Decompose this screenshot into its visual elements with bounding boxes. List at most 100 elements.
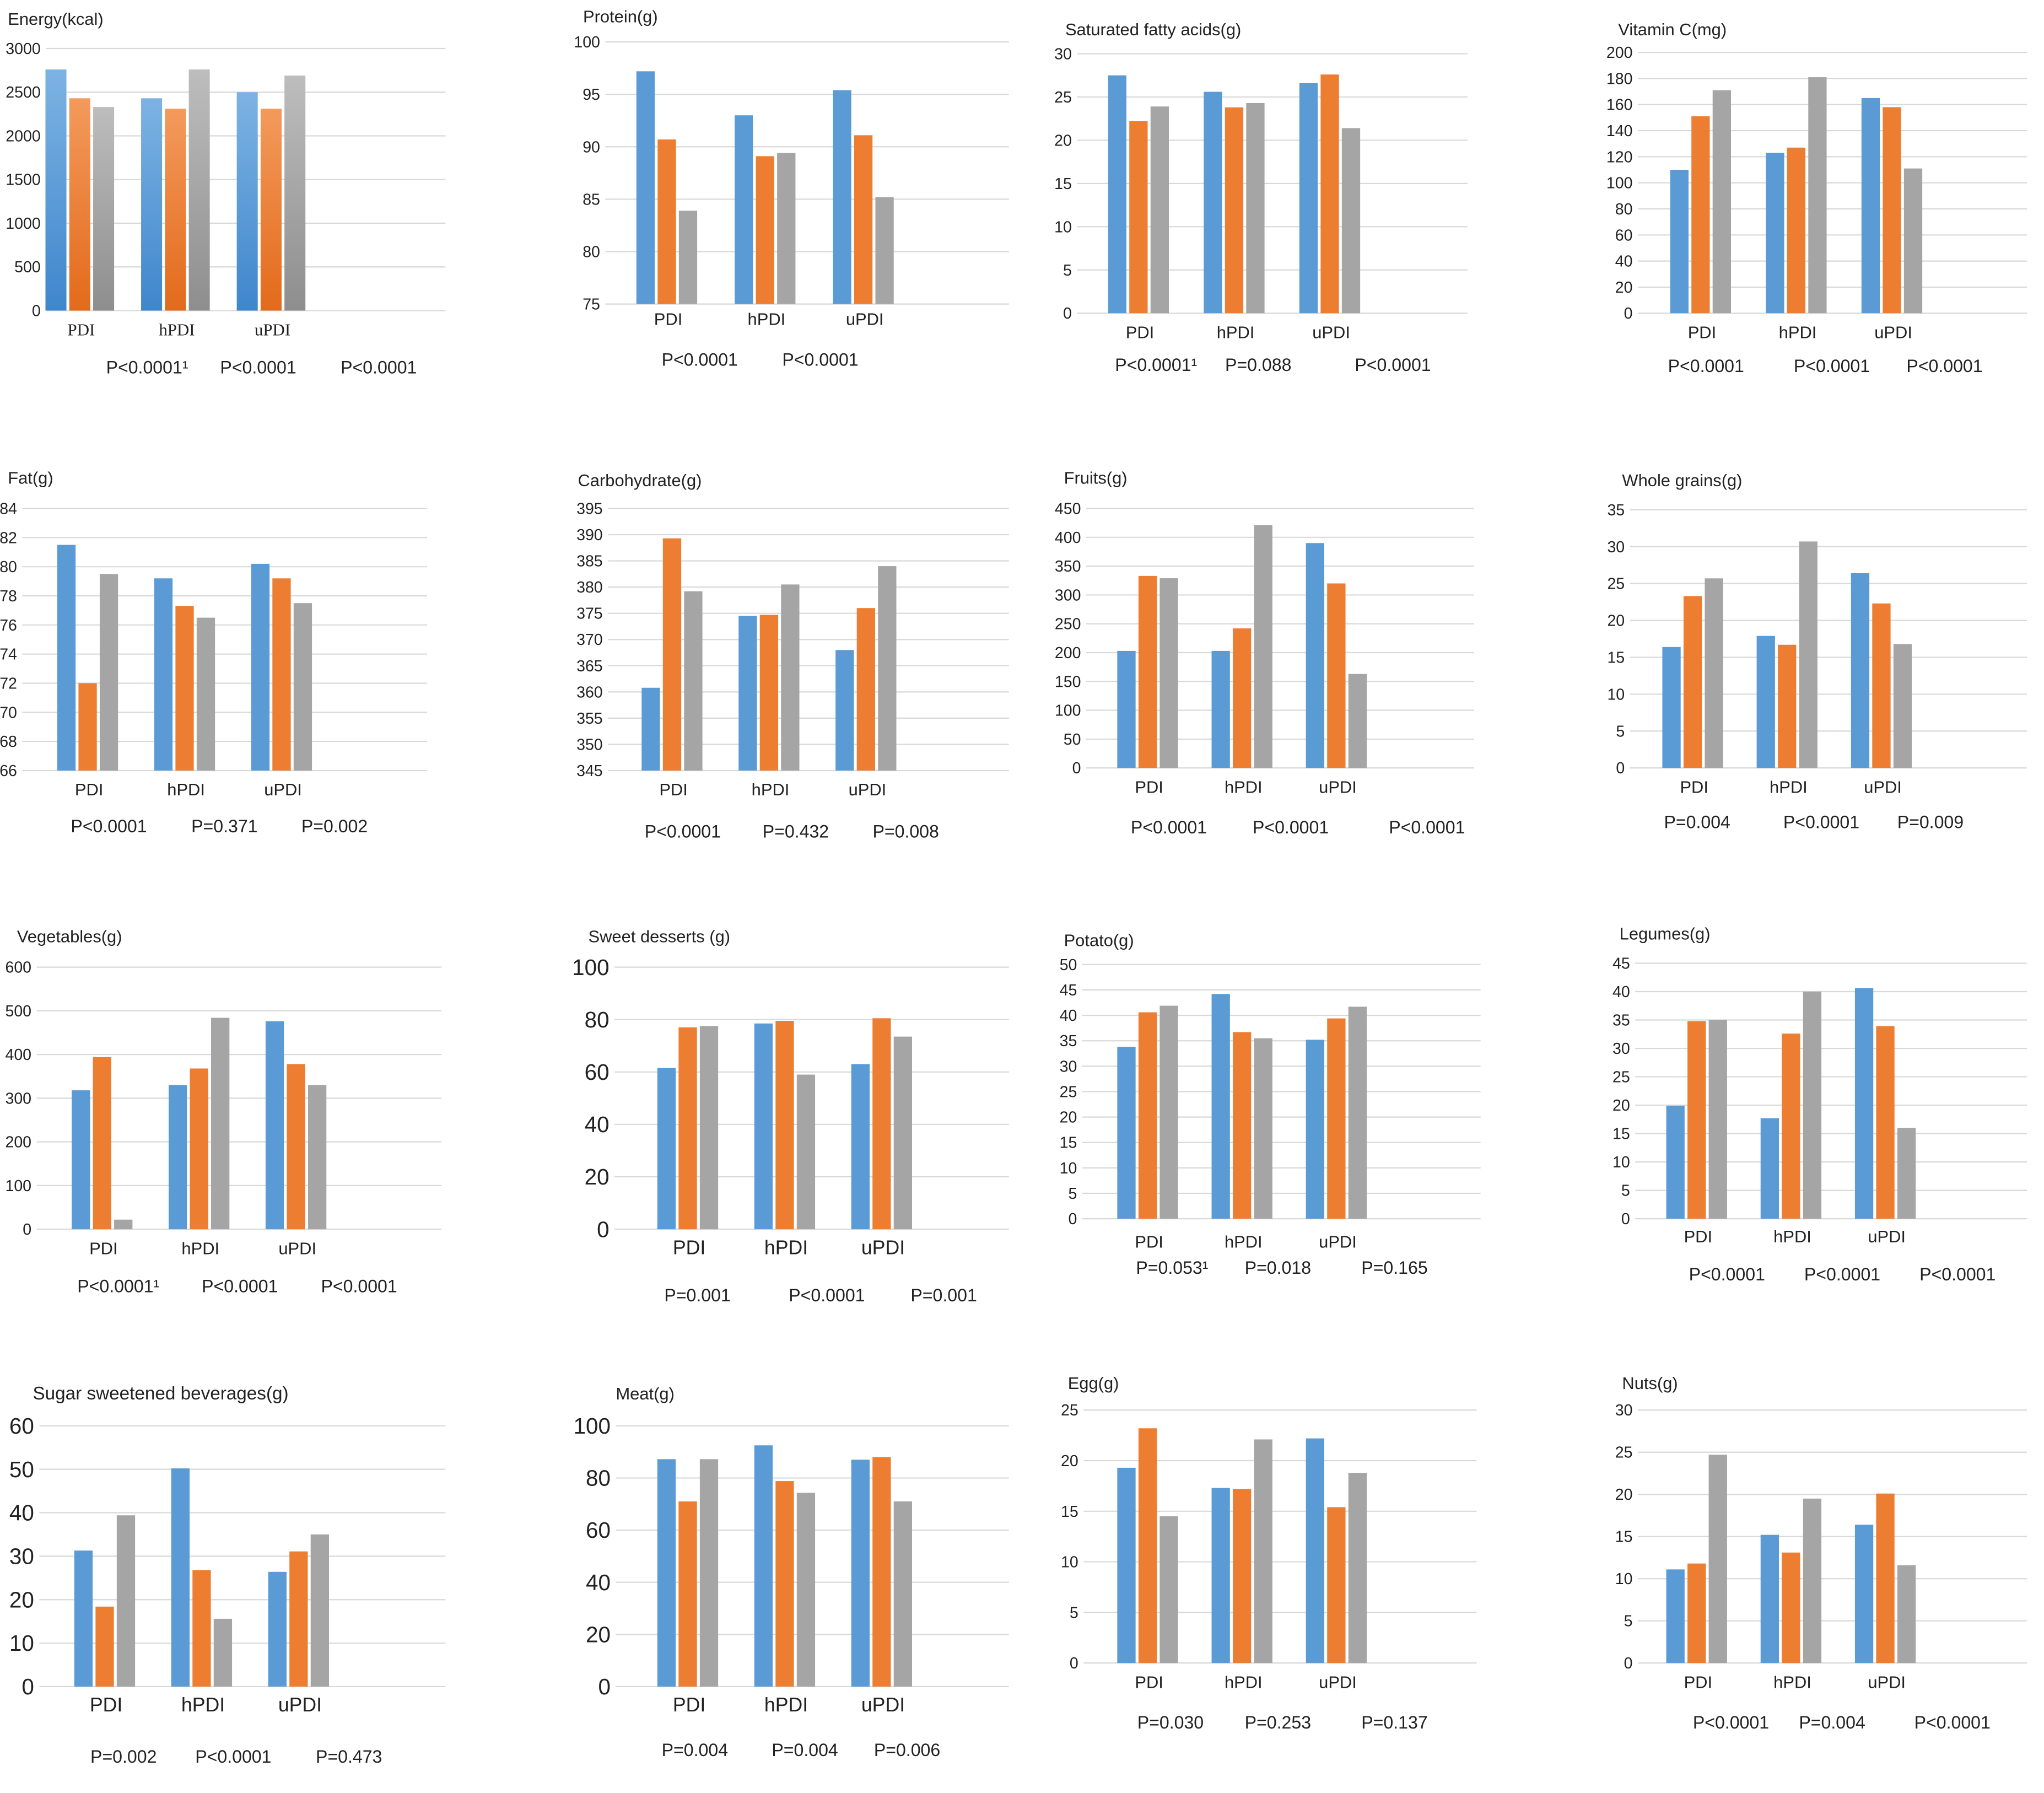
- x-tick-label: hPDI: [1217, 322, 1255, 342]
- p-value-label: P<0.0001: [1689, 1264, 1765, 1284]
- bar-hpdi-q2: [1233, 1032, 1252, 1219]
- bar-updi-q1: [1854, 1525, 1874, 1663]
- chart-panel-7: Fruits(g) 0 50 100 150 200 250 300 350 400 450 PDI h…: [1055, 468, 1474, 837]
- chart-panel-4: Vitamin C(mg) 0 20 40 60 80 100 120 140 160 180 200…: [1606, 20, 2027, 376]
- bar-hpdi-q2: [1233, 1489, 1252, 1663]
- bar-pdi-q2: [78, 683, 97, 771]
- x-tick-label: PDI: [1684, 1227, 1713, 1246]
- x-tick-label: hPDI: [1225, 1672, 1263, 1692]
- bar-hpdi-q1: [1760, 1118, 1779, 1219]
- y-tick-label: 385: [576, 553, 603, 570]
- chart-title: Saturated fatty acids(g): [1065, 20, 1241, 39]
- bar-pdi-q1: [1117, 1467, 1136, 1663]
- p-value-label: P=0.004: [1799, 1713, 1865, 1732]
- bar-updi-q1: [268, 1571, 287, 1687]
- y-tick-label: 35: [1607, 502, 1625, 519]
- bar-pdi-q2: [1683, 596, 1702, 768]
- bar-hpdi-q1: [1756, 636, 1775, 768]
- y-tick-label: 30: [1615, 1402, 1633, 1419]
- bar-hpdi-q2: [756, 156, 774, 304]
- bar-pdi-q2: [1687, 1021, 1706, 1219]
- p-value-label: P<0.0001: [1131, 817, 1207, 837]
- y-tick-label: 365: [576, 658, 603, 675]
- bar-updi-q1: [1306, 1040, 1325, 1219]
- x-tick-label: PDI: [89, 1239, 118, 1258]
- x-tick-label: hPDI: [159, 320, 195, 340]
- bar-pdi-q1: [1117, 1047, 1136, 1219]
- y-tick-label: 5: [1624, 1613, 1633, 1630]
- bar-updi-q1: [265, 1021, 284, 1230]
- p-value-label: P<0.0001: [1794, 356, 1870, 376]
- bar-hpdi-q3: [1803, 992, 1822, 1219]
- y-tick-label: 180: [1606, 70, 1633, 88]
- bar-hpdi-q2: [165, 109, 186, 311]
- x-tick-label: PDI: [1688, 322, 1717, 342]
- bar-updi-q2: [854, 135, 873, 304]
- y-tick-label: 76: [0, 617, 17, 634]
- bar-updi-q3: [1893, 644, 1912, 768]
- bar-pdi-q3: [1150, 106, 1169, 314]
- chart-panel-15: Egg(g) 0 5 10 15 20 25 PDI hPDI uPDI P=0.030 P=0.25…: [1061, 1374, 1477, 1732]
- bar-updi-q3: [875, 197, 894, 304]
- y-tick-label: 20: [1061, 1452, 1078, 1470]
- y-tick-label: 50: [1064, 731, 1081, 749]
- y-tick-label: 82: [0, 529, 17, 547]
- y-tick-label: 350: [1055, 558, 1081, 575]
- y-tick-label: 15: [1607, 649, 1625, 667]
- p-value-label: P=0.088: [1225, 355, 1291, 375]
- bar-hpdi-q1: [1766, 153, 1784, 314]
- bar-pdi-q2: [1691, 116, 1710, 314]
- bar-hpdi-q2: [190, 1068, 208, 1230]
- bar-updi-q1: [1306, 1438, 1325, 1663]
- y-tick-label: 25: [1060, 1083, 1077, 1101]
- bar-pdi-q2: [678, 1027, 697, 1230]
- chart-title: Protein(g): [583, 7, 658, 26]
- y-tick-label: 25: [1061, 1402, 1078, 1419]
- bar-updi-q3: [1348, 674, 1367, 768]
- bar-hpdi-q3: [1803, 1498, 1822, 1663]
- y-tick-label: 5: [1616, 723, 1625, 740]
- bar-hpdi-q3: [188, 69, 210, 311]
- bar-pdi-q2: [657, 139, 676, 304]
- p-value-label: P=0.018: [1245, 1258, 1311, 1278]
- p-value-label: P=0.053¹: [1136, 1258, 1208, 1278]
- y-tick-label: 450: [1055, 500, 1081, 518]
- bar-hpdi-q3: [781, 584, 800, 771]
- x-tick-label: PDI: [1126, 322, 1155, 342]
- chart-title: Vitamin C(mg): [1618, 20, 1727, 39]
- y-tick-label: 25: [1612, 1069, 1630, 1086]
- y-tick-label: 60: [9, 1413, 34, 1439]
- bar-pdi-q2: [1138, 575, 1157, 768]
- y-tick-label: 78: [0, 588, 17, 605]
- y-tick-label: 380: [576, 579, 603, 596]
- bar-updi-q1: [833, 90, 851, 304]
- chart-title: Fat(g): [8, 468, 53, 487]
- y-tick-label: 60: [1615, 227, 1633, 244]
- y-tick-label: 25: [1615, 1444, 1633, 1462]
- y-tick-label: 200: [1606, 44, 1633, 62]
- bar-pdi-q1: [1666, 1106, 1685, 1219]
- bar-hpdi-q3: [1808, 77, 1827, 314]
- y-tick-label: 150: [1055, 673, 1081, 691]
- bar-hpdi-q1: [171, 1468, 190, 1687]
- p-value-label: P<0.0001: [71, 816, 147, 836]
- y-tick-label: 370: [576, 631, 603, 649]
- x-tick-label: PDI: [673, 1236, 705, 1258]
- chart-title: Sugar sweetened beverages(g): [33, 1383, 288, 1404]
- y-tick-label: 395: [576, 500, 603, 518]
- y-tick-label: 80: [583, 243, 600, 261]
- bar-hpdi-q1: [1204, 91, 1222, 314]
- y-tick-label: 10: [1612, 1154, 1630, 1171]
- p-value-label: P=0.371: [191, 816, 257, 836]
- x-tick-label: PDI: [673, 1694, 705, 1716]
- bar-updi-q3: [893, 1036, 913, 1230]
- bar-updi-q2: [287, 1064, 305, 1230]
- bar-pdi-q1: [72, 1090, 90, 1230]
- bar-updi-q2: [1327, 1018, 1346, 1219]
- bar-pdi-q1: [1662, 647, 1681, 768]
- y-tick-label: 50: [9, 1457, 34, 1482]
- y-tick-label: 20: [1615, 1486, 1633, 1504]
- bar-updi-q2: [289, 1551, 308, 1687]
- p-value-label: P<0.0001: [1804, 1264, 1880, 1284]
- x-tick-label: PDI: [75, 780, 104, 799]
